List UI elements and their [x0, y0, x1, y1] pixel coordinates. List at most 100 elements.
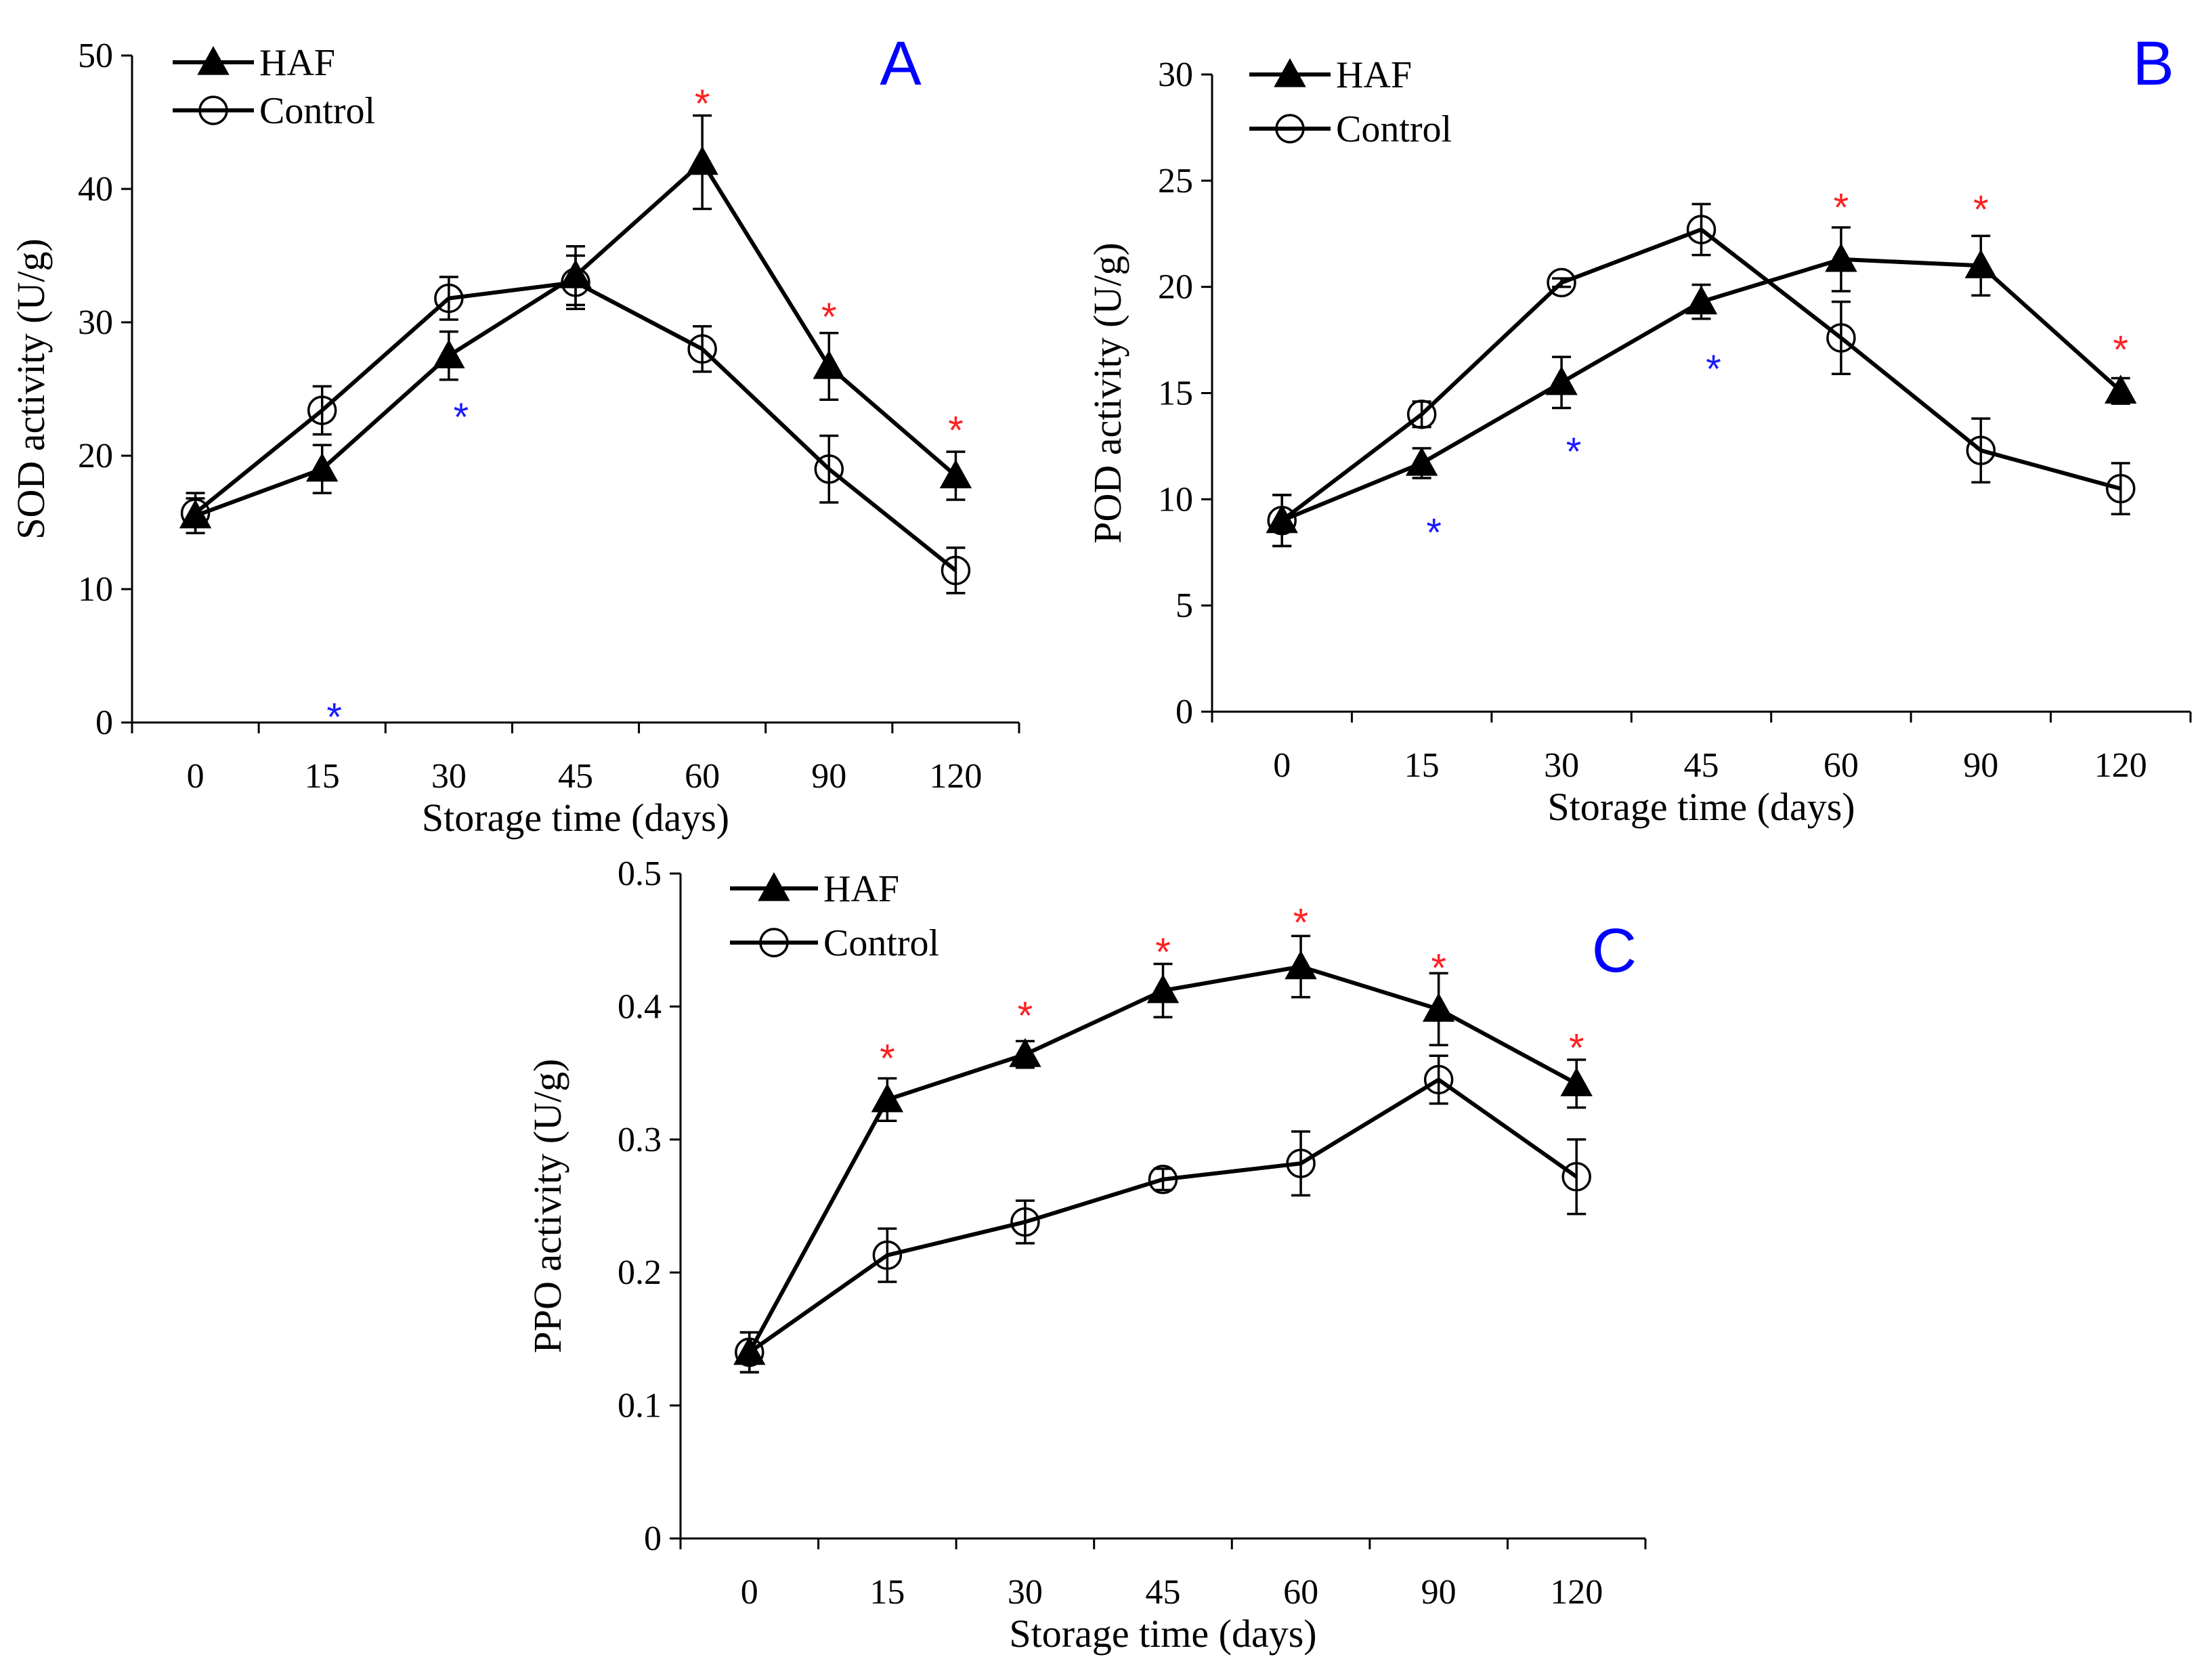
data-point-control: [2106, 473, 2136, 504]
y-tick-label: 0.4: [618, 987, 662, 1026]
x-tick-label: 90: [1963, 746, 1998, 785]
data-point-haf: [813, 349, 845, 379]
x-tick-label: 60: [1283, 1573, 1318, 1612]
significance-marker: *: [821, 295, 837, 339]
legend-marker: [198, 95, 228, 125]
significance-marker: *: [1973, 188, 1989, 232]
significance-marker: *: [454, 395, 469, 439]
y-tick-label: 0.1: [618, 1387, 662, 1425]
significance-marker: *: [326, 695, 342, 739]
data-point-haf: [1545, 366, 1578, 395]
significance-marker: *: [948, 409, 964, 453]
legend-marker: [1274, 58, 1306, 87]
series-line-control: [748, 1077, 1578, 1354]
significance-marker: *: [1566, 430, 1582, 474]
data-point-control: [1423, 1064, 1454, 1095]
data-point-haf: [871, 1083, 904, 1113]
series-line-haf: [748, 964, 1578, 1354]
significance-marker: *: [880, 1037, 895, 1081]
legend-label: HAF: [1336, 54, 1412, 96]
legend-label: HAF: [259, 42, 335, 84]
legend-marker: [758, 871, 790, 901]
y-tick-label: 30: [1158, 56, 1193, 94]
data-point-haf: [1685, 285, 1718, 315]
legend-label: Control: [259, 90, 375, 132]
data-point-control: [687, 334, 717, 364]
data-point-haf: [2105, 374, 2137, 404]
significance-marker: *: [1018, 994, 1033, 1038]
y-tick-label: 50: [78, 37, 113, 75]
y-tick-label: 30: [78, 303, 113, 342]
x-tick-label: 0: [187, 757, 204, 796]
x-tick-label: 30: [1008, 1573, 1043, 1612]
chart-panel-a: 0 10 20 30 40 50 0 15 30 45 60 90 120 Storage time (d…: [9, 29, 1020, 840]
significance-marker: *: [2113, 328, 2128, 372]
panel-label: A: [880, 29, 922, 98]
data-point-control: [1267, 505, 1297, 536]
data-point-control: [1686, 215, 1717, 244]
x-tick-label: 60: [685, 757, 720, 796]
x-tick-label: 15: [1404, 746, 1440, 785]
x-tick-label: 60: [1824, 746, 1859, 785]
x-tick-label: 120: [929, 757, 982, 796]
y-tick-label: 15: [1158, 374, 1193, 413]
data-point-haf: [1266, 504, 1298, 534]
legend-label: Control: [823, 922, 939, 964]
data-point-control: [180, 498, 211, 528]
data-point-control: [1826, 323, 1856, 353]
x-tick-label: 0: [741, 1573, 758, 1612]
data-point-haf: [1964, 249, 1998, 278]
y-tick-label: 0.2: [618, 1253, 662, 1292]
data-point-control: [872, 1240, 903, 1270]
x-axis-title: Storage time (days): [422, 796, 729, 840]
data-point-control: [434, 283, 464, 314]
data-point-control: [1406, 400, 1437, 429]
data-point-haf: [1405, 446, 1438, 476]
x-tick-label: 15: [869, 1573, 905, 1612]
data-point-control: [1286, 1148, 1316, 1178]
x-tick-label: 30: [1544, 746, 1579, 785]
y-tick-label: 0: [1176, 693, 1193, 731]
significance-marker: *: [1431, 946, 1446, 990]
legend-marker: [197, 45, 230, 75]
significance-marker: *: [1706, 347, 1721, 391]
y-tick-label: 10: [78, 570, 113, 609]
series-line-control: [194, 280, 957, 572]
significance-marker: *: [1834, 186, 1849, 230]
x-axis-title: Storage time (days): [1547, 785, 1855, 829]
y-axis-title: POD activity (U/g): [1085, 242, 1129, 544]
y-tick-label: 0.5: [618, 855, 662, 893]
data-point-haf: [1285, 950, 1317, 980]
x-axis-title: Storage time (days): [1009, 1612, 1316, 1656]
chart-panel-b: 0 5 10 15 20 25 30 0 15 30 45 60 90 120 Storage time (…: [1085, 29, 2192, 829]
data-point-haf: [1560, 1067, 1593, 1096]
data-point-haf: [306, 452, 339, 482]
y-tick-label: 10: [1158, 480, 1193, 519]
y-tick-label: 40: [78, 170, 113, 209]
chart-panel-c: 0 0.1 0.2 0.3 0.4 0.5 0 15 30 45 60 90 120 Storage ti…: [525, 855, 1647, 1656]
data-point-control: [1561, 1162, 1591, 1192]
panel-label: B: [2132, 29, 2174, 98]
series-line-control: [1280, 227, 2121, 523]
x-tick-label: 0: [1273, 746, 1291, 785]
x-tick-label: 120: [1550, 1573, 1603, 1612]
data-point-control: [941, 555, 971, 586]
significance-marker: *: [695, 82, 710, 126]
data-point-haf: [559, 259, 592, 288]
data-point-control: [1148, 1164, 1178, 1194]
significance-marker: *: [1155, 930, 1171, 974]
y-tick-label: 5: [1176, 586, 1193, 625]
data-point-haf: [1009, 1038, 1041, 1067]
y-tick-label: 0.3: [618, 1121, 662, 1159]
panel-label: C: [1592, 916, 1637, 985]
legend-marker: [1275, 114, 1305, 144]
data-point-control: [561, 267, 590, 297]
y-tick-label: 0: [95, 704, 113, 742]
y-axis-title: PPO activity (U/g): [525, 1059, 569, 1354]
data-point-haf: [1825, 242, 1857, 272]
significance-marker: *: [1293, 901, 1309, 945]
data-point-haf: [1422, 993, 1455, 1022]
x-tick-label: 15: [305, 757, 340, 796]
data-point-haf: [686, 146, 718, 175]
significance-marker: *: [1426, 511, 1442, 555]
